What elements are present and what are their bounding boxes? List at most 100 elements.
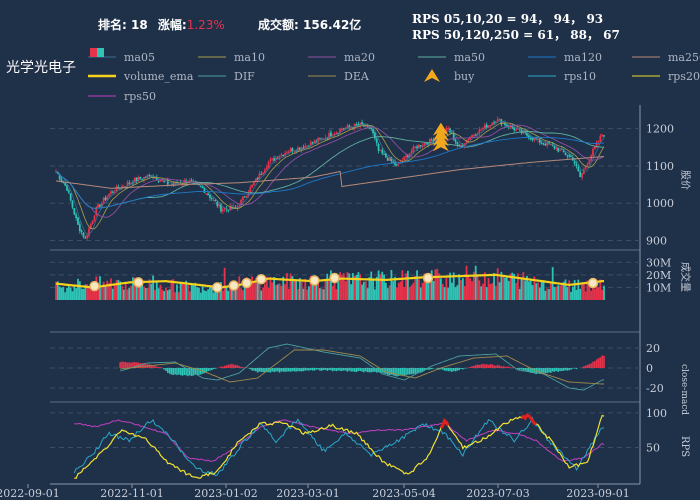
candle-down — [141, 178, 144, 180]
macd-bar — [491, 364, 494, 368]
macd-bar — [295, 368, 297, 372]
volume-bar — [379, 274, 382, 300]
macd-bar — [474, 364, 477, 368]
candle-down — [416, 146, 418, 149]
volume-bar — [597, 287, 600, 300]
candle-down — [452, 132, 455, 140]
macd-bar — [297, 368, 299, 372]
volume-bar — [121, 285, 123, 300]
macd-bar — [132, 362, 134, 368]
volume-bar — [505, 276, 508, 300]
volume-bar — [196, 287, 199, 300]
macd-bar — [551, 368, 554, 372]
candle-up — [267, 162, 270, 168]
candle-up — [95, 206, 98, 216]
candle-down — [144, 176, 147, 178]
macd-bar — [452, 368, 455, 372]
candle-down — [513, 127, 516, 131]
candle-up — [447, 128, 450, 130]
rank-label: 排名: — [98, 18, 127, 32]
candle-down — [505, 124, 508, 126]
candle-up — [146, 175, 149, 177]
volume-bar — [471, 281, 473, 300]
candle-up — [97, 204, 100, 208]
macd-bar — [396, 368, 398, 377]
candle-up — [265, 167, 268, 170]
volume-bar — [445, 277, 448, 300]
candle-up — [161, 179, 164, 181]
macd-bar — [172, 368, 175, 375]
volume-bar — [111, 288, 114, 300]
macd-bar — [302, 368, 305, 372]
volume-bar — [328, 279, 330, 300]
macd-bar — [284, 368, 286, 372]
candle-up — [515, 128, 517, 131]
volume-bar — [88, 288, 90, 300]
volume-bar — [133, 277, 136, 300]
candle-up — [522, 130, 525, 134]
candle-down — [370, 127, 373, 129]
volume-bar — [352, 273, 354, 300]
macd-bar — [346, 368, 349, 372]
candle-up — [159, 180, 162, 182]
price-tick-label: 900 — [646, 235, 667, 248]
volume-bar — [64, 292, 67, 300]
volume-bar — [348, 273, 351, 300]
candle-up — [242, 196, 244, 201]
x-tick-label: 2023-09-01 — [566, 487, 629, 500]
macd-bar — [447, 368, 450, 372]
candle-up — [498, 119, 501, 121]
candle-down — [603, 135, 605, 137]
candle-down — [361, 122, 363, 125]
macd-bar — [229, 364, 231, 368]
candle-up — [306, 145, 308, 147]
volume-bar — [342, 273, 345, 300]
candle-up — [491, 122, 494, 126]
macd-bar — [287, 368, 290, 372]
candle-down — [544, 144, 547, 146]
macd-bar — [476, 364, 479, 368]
volume-bar — [467, 276, 470, 300]
volume-bar — [361, 284, 363, 300]
macd-tick-label: -20 — [646, 382, 664, 395]
legend-label-rps20: rps20 — [668, 70, 700, 83]
candle-up — [269, 159, 272, 162]
volume-bar — [472, 271, 475, 300]
candle-down — [199, 185, 202, 187]
volume-bar — [513, 273, 516, 300]
macd-bar — [410, 368, 413, 375]
volume-bar — [595, 281, 598, 300]
candle-down — [201, 186, 204, 189]
macd-axis-label: close-macd — [679, 364, 689, 415]
volume-bar — [146, 287, 149, 300]
volume-bar — [309, 275, 312, 300]
volume-bar — [80, 288, 83, 300]
macd-bar — [416, 368, 418, 374]
macd-bar — [154, 365, 156, 368]
volume-bar — [238, 276, 241, 300]
macd-bar — [134, 362, 136, 368]
candle-down — [135, 177, 138, 182]
candle-down — [155, 177, 158, 181]
volume-bar — [461, 278, 464, 300]
candle-down — [207, 193, 210, 196]
macd-bar — [381, 368, 384, 373]
macd-bar — [121, 361, 123, 368]
candle-down — [214, 200, 217, 202]
volume-bar — [84, 284, 87, 300]
volume-bar — [419, 287, 422, 300]
volume-bar — [113, 284, 116, 300]
macd-bar — [419, 368, 422, 373]
candle-down — [568, 155, 571, 157]
candle-up — [346, 125, 349, 128]
macd-bar — [264, 368, 266, 373]
volume-bar — [394, 276, 396, 300]
macd-bar — [559, 368, 561, 372]
macd-bar — [289, 368, 292, 372]
macd-bar — [350, 368, 352, 372]
candle-down — [256, 177, 259, 180]
volume-marker — [309, 275, 320, 286]
candle-up — [218, 204, 221, 207]
volume-bar — [546, 288, 549, 300]
volume-bar — [78, 281, 81, 300]
